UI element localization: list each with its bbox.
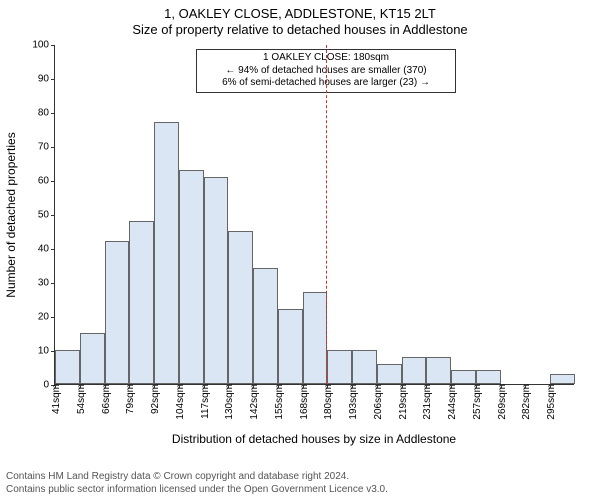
footer-line-2: Contains public sector information licen… [6, 484, 388, 497]
x-axis-label: Distribution of detached houses by size … [54, 432, 574, 446]
x-tick-label: 206sqm [373, 384, 384, 420]
x-tick-mark [476, 384, 477, 388]
x-tick-mark [253, 384, 254, 388]
x-tick-label: 66sqm [101, 384, 112, 414]
x-tick-label: 269sqm [497, 384, 508, 420]
y-tick-mark [51, 181, 55, 182]
x-tick-mark [352, 384, 353, 388]
y-tick-mark [51, 113, 55, 114]
x-tick-mark [204, 384, 205, 388]
x-tick-label: 257sqm [472, 384, 483, 420]
x-tick-label: 193sqm [348, 384, 359, 420]
y-tick-mark [51, 147, 55, 148]
x-tick-label: 142sqm [249, 384, 260, 420]
y-tick-mark [51, 79, 55, 80]
histogram-bar [402, 357, 427, 384]
x-tick-label: 168sqm [299, 384, 310, 420]
chart-title: 1, OAKLEY CLOSE, ADDLESTONE, KT15 2LT [0, 0, 600, 21]
y-axis-label: Number of detached properties [4, 132, 18, 297]
y-tick-mark [51, 317, 55, 318]
x-tick-mark [377, 384, 378, 388]
reference-line [326, 45, 327, 384]
x-tick-mark [278, 384, 279, 388]
histogram-bar [352, 350, 377, 384]
y-tick-mark [51, 215, 55, 216]
chart-container: 1, OAKLEY CLOSE, ADDLESTONE, KT15 2LT Si… [0, 0, 600, 500]
x-tick-label: 130sqm [224, 384, 235, 420]
x-tick-mark [426, 384, 427, 388]
x-tick-label: 295sqm [546, 384, 557, 420]
histogram-bar [476, 370, 501, 384]
x-tick-label: 79sqm [125, 384, 136, 414]
histogram-bar [204, 177, 229, 384]
histogram-bar [129, 221, 154, 384]
x-tick-mark [55, 384, 56, 388]
y-tick-mark [51, 249, 55, 250]
x-tick-label: 117sqm [200, 384, 211, 419]
x-tick-mark [303, 384, 304, 388]
x-tick-mark [129, 384, 130, 388]
histogram-bar [550, 374, 575, 384]
footer-line-1: Contains HM Land Registry data © Crown c… [6, 471, 388, 484]
chart-footer: Contains HM Land Registry data © Crown c… [6, 471, 388, 496]
x-tick-label: 92sqm [150, 384, 161, 414]
histogram-bar [377, 364, 402, 384]
histogram-bar [327, 350, 352, 384]
x-tick-mark [80, 384, 81, 388]
x-tick-label: 244sqm [447, 384, 458, 420]
x-tick-label: 231sqm [422, 384, 433, 420]
histogram-bar [278, 309, 303, 384]
y-tick-mark [51, 283, 55, 284]
histogram-bar [253, 268, 278, 384]
histogram-bar [451, 370, 476, 384]
x-tick-mark [105, 384, 106, 388]
x-tick-mark [228, 384, 229, 388]
x-tick-label: 155sqm [274, 384, 285, 420]
histogram-bar [55, 350, 80, 384]
x-tick-mark [550, 384, 551, 388]
histogram-bar [426, 357, 451, 384]
x-tick-label: 41sqm [51, 384, 62, 414]
histogram-bar [303, 292, 328, 384]
x-tick-label: 180sqm [323, 384, 334, 420]
x-tick-mark [451, 384, 452, 388]
histogram-bar [105, 241, 130, 384]
x-tick-mark [154, 384, 155, 388]
x-tick-label: 282sqm [521, 384, 532, 420]
histogram-bar [80, 333, 105, 384]
histogram-bar [228, 231, 253, 384]
plot-area: 1 OAKLEY CLOSE: 180sqm ← 94% of detached… [54, 45, 574, 385]
histogram-bar [179, 170, 204, 384]
y-tick-mark [51, 45, 55, 46]
x-tick-label: 219sqm [398, 384, 409, 420]
x-tick-mark [327, 384, 328, 388]
x-tick-mark [525, 384, 526, 388]
x-tick-mark [501, 384, 502, 388]
chart-subtitle: Size of property relative to detached ho… [0, 21, 600, 37]
x-tick-mark [402, 384, 403, 388]
histogram-bar [154, 122, 179, 384]
x-tick-label: 54sqm [76, 384, 87, 414]
x-tick-mark [179, 384, 180, 388]
x-tick-label: 104sqm [175, 384, 186, 420]
